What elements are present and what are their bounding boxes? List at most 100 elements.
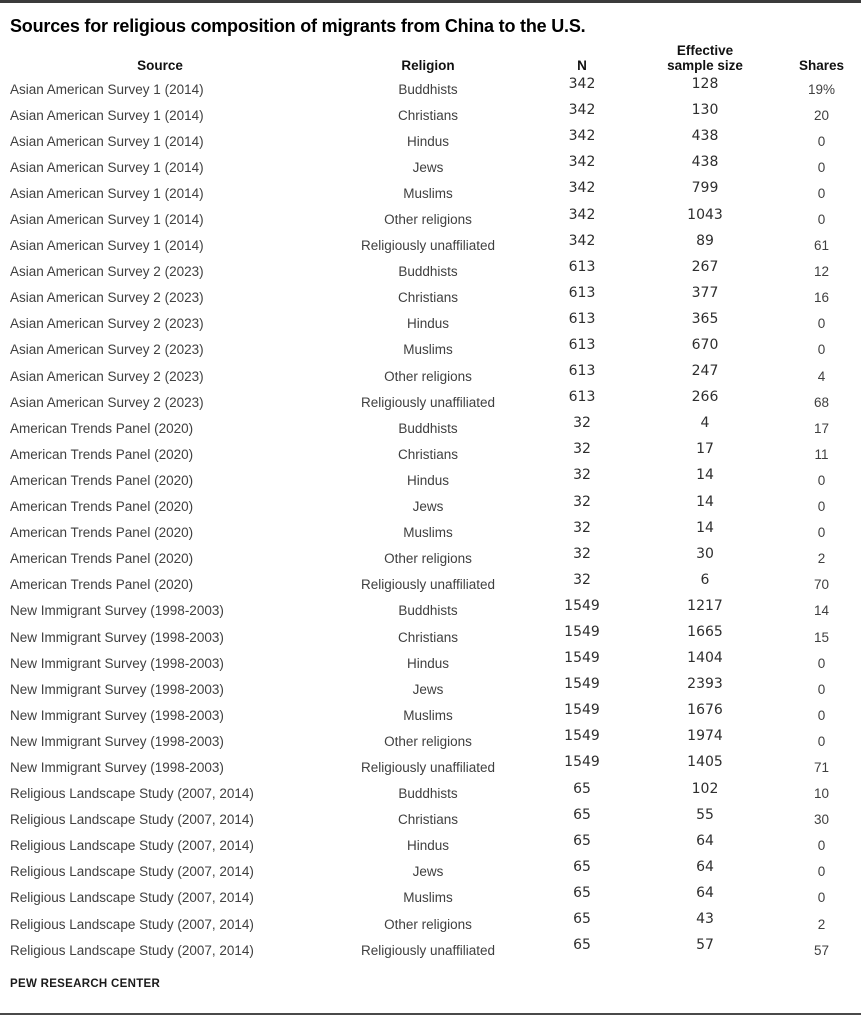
shares-cell: 10 <box>813 786 830 802</box>
religion-cell: Buddhists <box>398 264 458 280</box>
table-row: American Trends Panel (2020) Muslims 32 14 0 <box>0 520 861 546</box>
raised-number: 613 <box>568 310 596 327</box>
religion-cell: Muslims <box>403 525 453 541</box>
shares-cell: 12 <box>813 264 830 280</box>
religion-cell: Hindus <box>406 472 450 488</box>
source-cell: Asian American Survey 1 (2014) <box>10 212 204 228</box>
table-row: New Immigrant Survey (1998-2003) Muslims 1… <box>0 702 861 728</box>
shares-cell: 0 <box>817 316 826 332</box>
n-cell: 65 <box>536 937 628 963</box>
table-row: Asian American Survey 1 (2014) Buddhists 3… <box>0 76 861 102</box>
n-cell: 32 <box>536 441 628 467</box>
source-cell: American Trends Panel (2020) <box>10 577 194 593</box>
table-row: Asian American Survey 2 (2023) Christians… <box>0 285 861 311</box>
n-cell: 342 <box>536 76 628 102</box>
n-cell: 32 <box>536 520 628 546</box>
raised-number: 1665 <box>687 624 723 641</box>
table-row: Asian American Survey 2 (2023) Buddhists 6… <box>0 259 861 285</box>
table-row: American Trends Panel (2020) Religiously … <box>0 572 861 598</box>
n-cell: 32 <box>536 546 628 572</box>
religion-cell: Hindus <box>406 133 450 149</box>
source-cell: Religious Landscape Study (2007, 2014) <box>10 942 254 958</box>
raised-number: 342 <box>568 180 596 197</box>
raised-number: 43 <box>696 911 714 928</box>
raised-number: 6 <box>700 571 710 588</box>
table-header: Source Religion N Effective sample size … <box>0 43 861 76</box>
source-cell: Asian American Survey 2 (2023) <box>10 316 204 332</box>
effective-sample-size-cell: 365 <box>628 311 782 337</box>
raised-number: 130 <box>691 102 719 119</box>
table-row: Religious Landscape Study (2007, 2014) Mu… <box>0 885 861 911</box>
table-row: New Immigrant Survey (1998-2003) Christia… <box>0 624 861 650</box>
religion-cell: Religiously unaffiliated <box>360 942 496 958</box>
raised-number: 4 <box>700 415 710 432</box>
raised-number: 17 <box>696 441 714 458</box>
shares-cell: 19% <box>807 81 836 97</box>
effective-sample-size-cell: 14 <box>628 520 782 546</box>
religion-cell: Christians <box>397 446 459 462</box>
table-row: Asian American Survey 2 (2023) Religiousl… <box>0 389 861 415</box>
raised-number: 65 <box>573 937 591 954</box>
column-header-source: Source <box>137 58 183 73</box>
column-header-religion: Religion <box>401 58 455 73</box>
n-cell: 1549 <box>536 624 628 650</box>
effective-sample-size-cell: 377 <box>628 285 782 311</box>
effective-sample-size-cell: 2393 <box>628 676 782 702</box>
n-cell: 32 <box>536 415 628 441</box>
effective-sample-size-cell: 128 <box>628 76 782 102</box>
shares-cell: 4 <box>817 368 826 384</box>
effective-sample-size-cell: 1043 <box>628 206 782 232</box>
table-row: New Immigrant Survey (1998-2003) Other re… <box>0 728 861 754</box>
religion-cell: Hindus <box>406 655 450 671</box>
top-rule <box>0 0 861 3</box>
source-cell: New Immigrant Survey (1998-2003) <box>10 603 224 619</box>
shares-cell: 11 <box>814 446 829 462</box>
shares-cell: 0 <box>817 864 826 880</box>
raised-number: 1549 <box>564 624 600 641</box>
bottom-rule <box>0 1013 861 1015</box>
raised-number: 1549 <box>564 676 600 693</box>
table-row: Religious Landscape Study (2007, 2014) Hi… <box>0 833 861 859</box>
religion-cell: Jews <box>412 499 444 515</box>
effective-sample-size-cell: 247 <box>628 363 782 389</box>
source-cell: Asian American Survey 2 (2023) <box>10 264 204 280</box>
raised-number: 14 <box>696 493 714 510</box>
source-cell: Religious Landscape Study (2007, 2014) <box>10 786 254 802</box>
shares-cell: 0 <box>817 212 826 228</box>
table-row: Asian American Survey 2 (2023) Hindus 613 3… <box>0 311 861 337</box>
shares-cell: 71 <box>813 759 830 775</box>
shares-cell: 0 <box>817 185 826 201</box>
table-row: New Immigrant Survey (1998-2003) Religiou… <box>0 754 861 780</box>
effective-sample-size-cell: 1676 <box>628 702 782 728</box>
source-cell: Religious Landscape Study (2007, 2014) <box>10 916 254 932</box>
religion-cell: Buddhists <box>398 81 458 97</box>
source-cell: American Trends Panel (2020) <box>10 525 194 541</box>
n-cell: 1549 <box>536 598 628 624</box>
raised-number: 32 <box>573 441 591 458</box>
source-cell: New Immigrant Survey (1998-2003) <box>10 655 224 671</box>
table-row: Asian American Survey 1 (2014) Muslims 342… <box>0 180 861 206</box>
shares-cell: 20 <box>813 107 830 123</box>
source-cell: Religious Landscape Study (2007, 2014) <box>10 838 254 854</box>
raised-number: 438 <box>691 128 719 145</box>
shares-cell: 0 <box>817 472 826 488</box>
source-cell: Religious Landscape Study (2007, 2014) <box>10 890 254 906</box>
table-row: Asian American Survey 1 (2014) Hindus 342 4… <box>0 128 861 154</box>
raised-number: 65 <box>573 806 591 823</box>
raised-number: 438 <box>691 154 719 171</box>
effective-sample-size-cell: 1974 <box>628 728 782 754</box>
table-row: Religious Landscape Study (2007, 2014) Re… <box>0 937 861 963</box>
sources-table: Source Religion N Effective sample size … <box>0 43 861 963</box>
raised-number: 1549 <box>564 754 600 771</box>
religion-cell: Muslims <box>403 185 453 201</box>
raised-number: 377 <box>691 284 719 301</box>
column-header-effective-sample-size-text: Effective sample size <box>667 43 743 73</box>
effective-sample-size-cell: 64 <box>628 859 782 885</box>
religion-cell: Religiously unaffiliated <box>360 238 496 254</box>
raised-number: 1549 <box>564 650 600 667</box>
source-cell: Asian American Survey 2 (2023) <box>10 394 204 410</box>
n-cell: 32 <box>536 572 628 598</box>
effective-sample-size-cell: 6 <box>628 572 782 598</box>
raised-number: 65 <box>573 884 591 901</box>
effective-sample-size-cell: 130 <box>628 102 782 128</box>
